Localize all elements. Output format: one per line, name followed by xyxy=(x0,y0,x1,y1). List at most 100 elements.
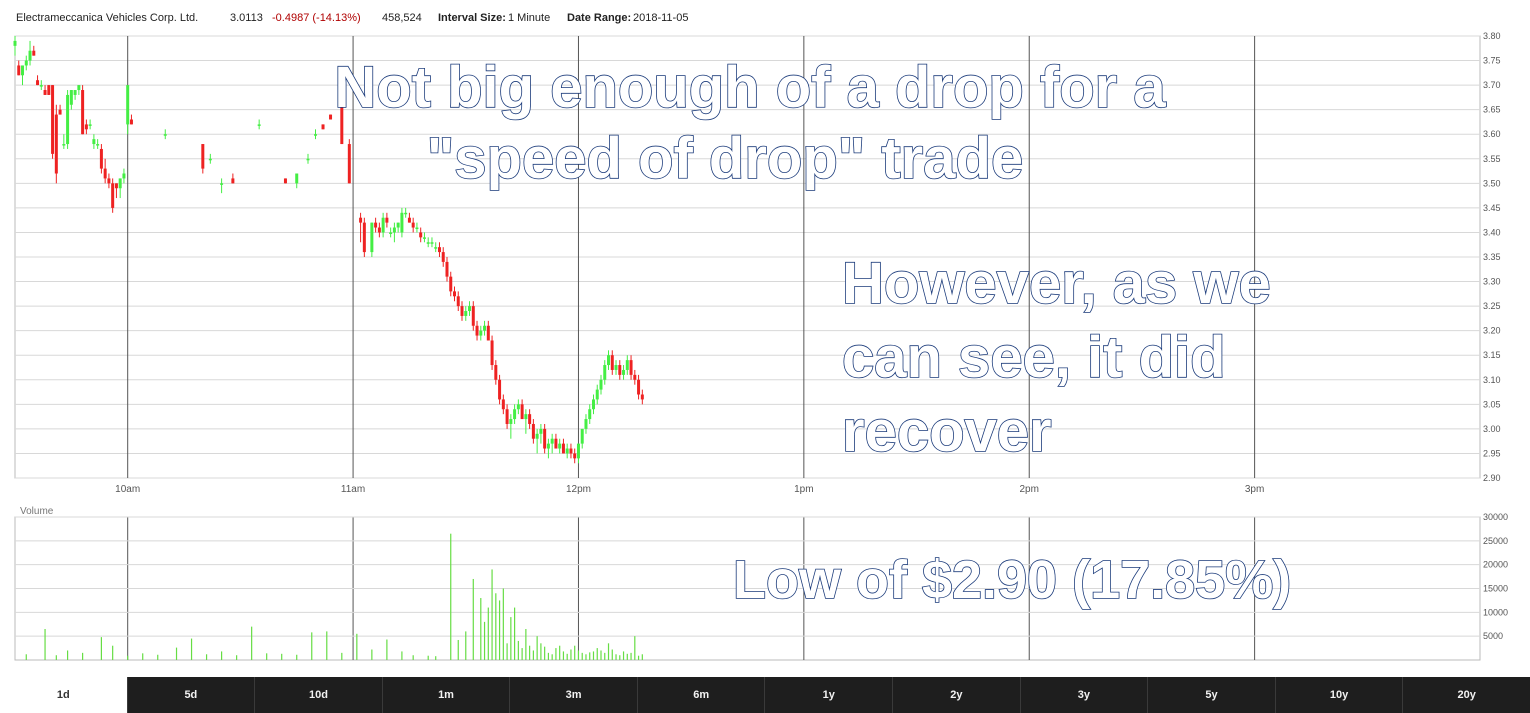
candle-body xyxy=(531,423,535,439)
range-tab-5y[interactable]: 5y xyxy=(1147,677,1275,713)
candle-body xyxy=(392,227,396,233)
interval-value: 1 Minute xyxy=(508,12,551,24)
range-tab-3y[interactable]: 3y xyxy=(1019,677,1148,713)
candlestick-series xyxy=(13,36,644,464)
candle-body xyxy=(580,428,584,444)
candle-body xyxy=(471,306,475,326)
candle-body xyxy=(111,183,115,208)
candle-body xyxy=(51,85,55,154)
candle-body xyxy=(58,109,62,115)
candle-body xyxy=(77,85,81,91)
annotation-note-line2: can see, it did xyxy=(842,325,1226,390)
range-tab-20y[interactable]: 20y xyxy=(1402,677,1530,713)
candle-body xyxy=(92,139,96,145)
candle-body xyxy=(73,90,77,95)
candle-body xyxy=(370,222,374,253)
candle-body xyxy=(347,144,351,184)
candle-body xyxy=(599,379,603,390)
range-tab-10d[interactable]: 10d xyxy=(254,677,382,713)
candle-body xyxy=(220,183,224,185)
candle-body xyxy=(539,428,543,434)
candle-body xyxy=(24,60,28,66)
time-x-ticks: 10am 11am 12pm 1pm 2pm 3pm xyxy=(115,484,1264,495)
price-change: -0.4987 (-14.13%) xyxy=(272,12,361,24)
candle-body xyxy=(546,443,550,449)
candle-body xyxy=(475,325,479,336)
candle-body xyxy=(591,399,595,410)
range-tabs: 1d 5d 10d 1m 3m 6m 1y 2y 3y 5y 10y 20y xyxy=(0,677,1530,713)
candle-body xyxy=(468,306,472,312)
candle-body xyxy=(595,389,599,400)
candle-body xyxy=(430,242,434,244)
candle-body xyxy=(588,409,592,420)
candle-body xyxy=(550,438,554,444)
range-tab-10y[interactable]: 10y xyxy=(1274,677,1403,713)
candle-body xyxy=(54,114,58,174)
price-tick-label: 3.00 xyxy=(1483,424,1501,434)
price-tick-label: 3.65 xyxy=(1483,105,1501,115)
candle-body xyxy=(283,178,287,184)
candle-body xyxy=(437,247,441,253)
candle-body xyxy=(603,365,607,380)
range-tab-1d[interactable]: 1d xyxy=(0,677,127,713)
candle-body xyxy=(543,428,547,449)
candle-body xyxy=(69,90,73,105)
candle-body xyxy=(464,311,468,316)
range-tab-5d[interactable]: 5d xyxy=(126,677,255,713)
candle-body xyxy=(21,65,25,76)
candle-body xyxy=(404,212,408,215)
volume-bars xyxy=(25,533,643,660)
price-y-ticks: 3.80 3.75 3.70 3.65 3.60 3.55 3.50 3.45 3.40 3.35… xyxy=(1483,31,1501,483)
price-tick-label: 2.95 xyxy=(1483,448,1501,458)
candle-body xyxy=(66,94,70,145)
candle-body xyxy=(614,365,618,370)
price-tick-label: 2.90 xyxy=(1483,473,1501,483)
candle-body xyxy=(163,134,167,136)
candle-body xyxy=(381,217,385,233)
candle-body xyxy=(314,134,318,136)
candle-body xyxy=(622,369,626,375)
candle-body xyxy=(584,419,588,429)
annotation-title-line2: "speed of drop" trade xyxy=(427,126,1023,191)
candle-body xyxy=(415,227,419,230)
candle-body xyxy=(411,222,415,228)
candle-body xyxy=(17,65,21,76)
candle-body xyxy=(396,222,400,228)
range-tab-6m[interactable]: 6m xyxy=(636,677,765,713)
price-tick-label: 3.05 xyxy=(1483,399,1501,409)
candle-body xyxy=(377,227,381,233)
price-tick-label: 3.20 xyxy=(1483,326,1501,336)
volume-total: 458,524 xyxy=(382,12,422,24)
price-volume-chart[interactable]: 3.80 3.75 3.70 3.65 3.60 3.55 3.50 3.45 3.40 3.35… xyxy=(0,0,1530,677)
range-tab-1m[interactable]: 1m xyxy=(381,677,510,713)
candle-body xyxy=(498,379,502,400)
candle-body xyxy=(13,40,17,46)
volume-grid xyxy=(15,516,1480,660)
candle-body xyxy=(295,173,299,184)
candle-body xyxy=(637,379,641,395)
candle-body xyxy=(505,409,509,424)
candle-body xyxy=(441,252,445,262)
range-tab-3m[interactable]: 3m xyxy=(509,677,637,713)
range-tab-1y[interactable]: 1y xyxy=(764,677,893,713)
time-tick-label: 12pm xyxy=(566,484,591,495)
date-range-label: Date Range: xyxy=(567,12,632,24)
price-tick-label: 3.10 xyxy=(1483,375,1501,385)
price-tick-label: 3.80 xyxy=(1483,31,1501,41)
price-grid xyxy=(15,35,1480,479)
candle-body xyxy=(520,404,524,420)
candle-body xyxy=(629,360,633,375)
candle-body xyxy=(39,85,43,87)
range-tab-2y[interactable]: 2y xyxy=(892,677,1020,713)
candle-body xyxy=(129,119,133,125)
candle-body xyxy=(573,453,577,459)
candle-body xyxy=(486,325,490,341)
volume-tick-label: 10000 xyxy=(1483,607,1508,617)
candle-body xyxy=(208,158,212,161)
volume-tick-label: 30000 xyxy=(1483,512,1508,522)
candle-body xyxy=(558,443,562,449)
price-tick-label: 3.35 xyxy=(1483,252,1501,262)
candle-body xyxy=(28,50,32,61)
volume-y-ticks: 30000 25000 20000 15000 10000 5000 xyxy=(1483,512,1508,641)
candle-body xyxy=(321,124,325,130)
